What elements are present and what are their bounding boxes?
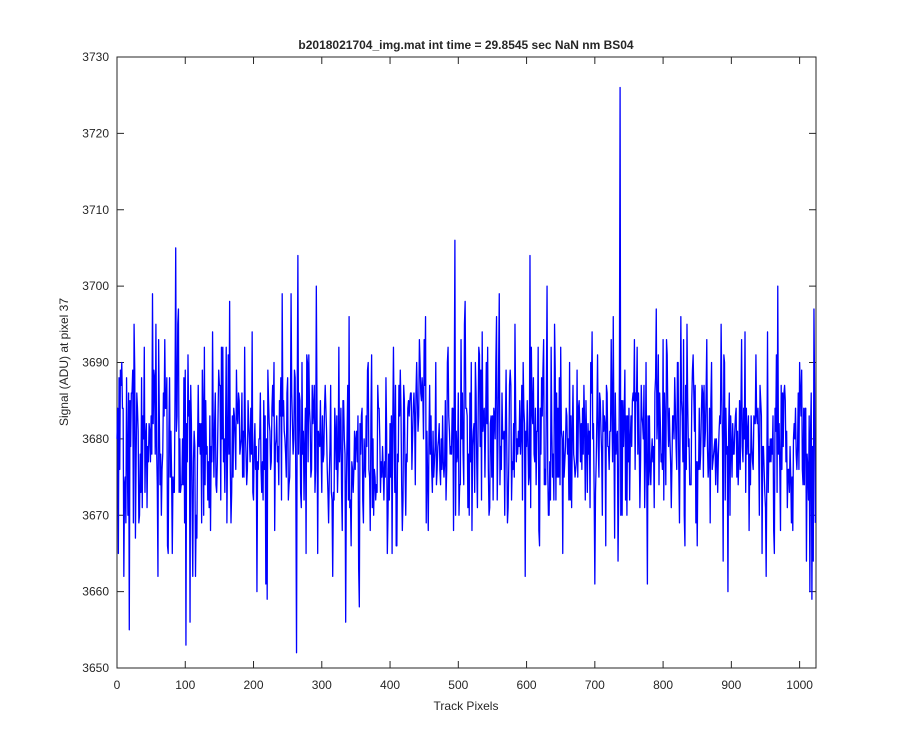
chart-title: b2018021704_img.mat int time = 29.8545 s… xyxy=(298,38,634,52)
x-tick-label: 0 xyxy=(114,678,121,692)
x-tick-label: 200 xyxy=(244,678,264,692)
x-axis: 0 100 200 300 400 500 600 700 800 900 1000 xyxy=(114,57,813,692)
x-axis-label: Track Pixels xyxy=(434,699,499,713)
y-tick-label: 3670 xyxy=(82,508,109,522)
plot-area xyxy=(116,56,817,669)
series-line xyxy=(116,86,816,654)
y-tick-label: 3710 xyxy=(82,203,109,217)
y-tick-label: 3660 xyxy=(82,585,109,599)
series-layer xyxy=(116,86,816,654)
y-tick-label: 3700 xyxy=(82,279,109,293)
y-tick-label: 3730 xyxy=(82,50,109,64)
x-tick-label: 500 xyxy=(448,678,468,692)
x-tick-label: 100 xyxy=(175,678,195,692)
y-tick-label: 3650 xyxy=(82,661,109,675)
x-tick-label: 400 xyxy=(380,678,400,692)
x-tick-label: 600 xyxy=(517,678,537,692)
y-tick-label: 3680 xyxy=(82,432,109,446)
y-axis-label: Signal (ADU) at pixel 37 xyxy=(57,298,71,426)
x-tick-label: 700 xyxy=(585,678,605,692)
y-tick-label: 3690 xyxy=(82,356,109,370)
x-tick-label: 1000 xyxy=(786,678,813,692)
y-axis: 3650 3660 3670 3680 3690 3700 3710 3720 3730 xyxy=(82,50,816,675)
x-tick-label: 800 xyxy=(653,678,673,692)
x-tick-label: 900 xyxy=(721,678,741,692)
y-tick-label: 3720 xyxy=(82,126,109,140)
x-tick-label: 300 xyxy=(312,678,332,692)
